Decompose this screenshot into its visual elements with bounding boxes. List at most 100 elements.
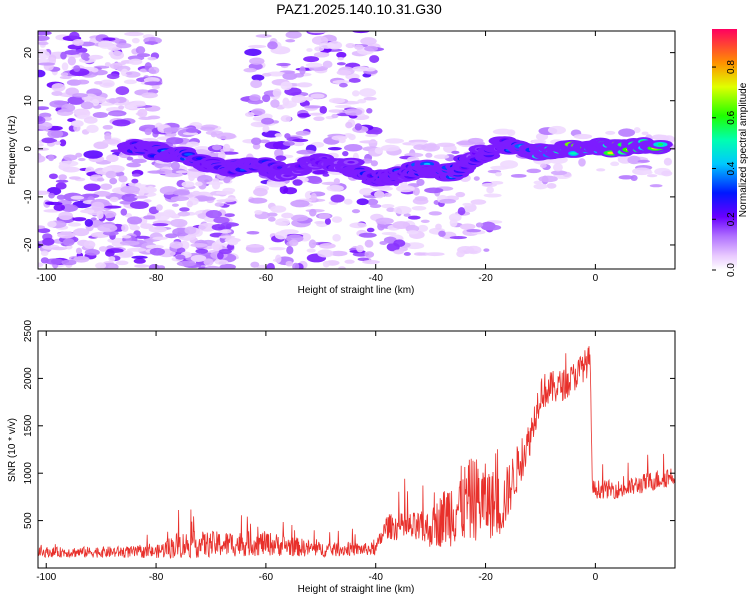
- spectrogram-blob: [149, 247, 165, 256]
- spectrogram-blob: [205, 181, 224, 185]
- spectrogram-blob: [282, 97, 290, 106]
- spectrogram-blob: [51, 83, 66, 92]
- spectrogram-blob: [272, 88, 282, 98]
- spectrogram-blob: [381, 204, 395, 209]
- spectrogram-blob: [377, 222, 385, 231]
- spectrogram-blob: [140, 223, 154, 230]
- spectrogram-blob: [38, 228, 51, 234]
- snr-y-tick-label: 2500: [23, 319, 34, 342]
- spectrogram-blob: [343, 198, 353, 205]
- spectrogram-blob: [243, 67, 257, 73]
- spectrogram-blob: [42, 237, 55, 246]
- spectrogram-blob: [276, 62, 291, 67]
- spectrogram-blob: [175, 254, 186, 260]
- snr-y-tick-label: 1500: [23, 414, 34, 437]
- spectrogram-blob: [212, 144, 222, 151]
- spectrogram-blob: [285, 260, 293, 267]
- spectrogram-blob: [61, 103, 76, 113]
- spectrogram-blob: [618, 128, 636, 137]
- spectrogram-blob: [331, 113, 339, 119]
- spectrogram-blob: [106, 73, 120, 80]
- spectrogram-y-ticks: -20 -10 0 10 20: [23, 47, 675, 252]
- spectrogram-blob: [407, 215, 421, 220]
- snr-x-tick-label: -40: [368, 572, 383, 583]
- spectrogram-blob: [38, 31, 52, 36]
- spectrogram-x-tick-label: -20: [478, 273, 493, 284]
- spectrogram-blob: [266, 71, 287, 77]
- spectrogram-x-tick-label: -80: [149, 273, 164, 284]
- spectrogram-blob: [330, 194, 345, 203]
- colorbar-tick-label: 0.0: [726, 263, 737, 277]
- spectrogram-blob: [262, 125, 270, 133]
- spectrogram-blob: [393, 249, 404, 255]
- spectrogram-blob: [210, 131, 217, 138]
- spectrogram-blob: [116, 43, 132, 49]
- spectrogram-blob: [216, 199, 236, 203]
- spectrogram-blob: [281, 212, 294, 219]
- spectrogram-blob: [102, 124, 114, 130]
- spectrogram-blob: [215, 190, 234, 195]
- spectrogram-ridge-core: [277, 166, 283, 169]
- spectrogram-blob: [205, 210, 222, 219]
- spectrogram-blob: [100, 183, 113, 191]
- spectrogram-blob: [59, 139, 67, 147]
- spectrogram-blob: [119, 240, 140, 246]
- spectrogram-blob: [47, 220, 57, 228]
- spectrogram-blob: [254, 209, 263, 215]
- spectrogram-blob: [44, 258, 64, 265]
- spectrogram-blob: [369, 55, 380, 63]
- spectrogram-blob: [540, 163, 547, 169]
- snr-x-tick-label: -100: [36, 572, 56, 583]
- spectrogram-blob: [258, 139, 270, 144]
- spectrogram-blob: [490, 165, 510, 170]
- spectrogram-blob: [147, 170, 166, 174]
- spectrogram-blob: [169, 241, 184, 249]
- spectrogram-blob: [110, 50, 125, 60]
- spectrogram-blob: [185, 128, 199, 133]
- spectrogram-blob: [131, 255, 148, 259]
- spectrogram-blob: [88, 54, 104, 60]
- spectrogram-blob: [109, 196, 119, 203]
- spectrogram-blob: [218, 235, 236, 239]
- spectrogram-blob: [61, 259, 77, 266]
- spectrogram-blob: [78, 157, 86, 162]
- spectrogram-blob: [167, 213, 179, 217]
- spectrogram-blob: [268, 246, 286, 251]
- spectrogram-blob: [92, 112, 109, 118]
- spectrogram-blob: [126, 247, 147, 252]
- spectrogram-blob: [424, 187, 444, 194]
- spectrogram-blob: [256, 264, 268, 269]
- spectrogram-blob: [403, 252, 411, 256]
- spectrogram-blob: [360, 37, 377, 46]
- spectrogram-blob: [61, 62, 69, 71]
- spectrogram-blob: [411, 205, 427, 211]
- spectrogram-blob: [121, 224, 129, 232]
- spectrogram-blob: [357, 99, 367, 104]
- spectrogram-blob: [358, 232, 377, 238]
- spectrogram-blob: [124, 213, 132, 218]
- spectrogram-blob: [311, 35, 329, 45]
- spectrogram-blob: [121, 193, 138, 202]
- spectrogram-blob: [270, 205, 287, 213]
- spectrogram-blob: [274, 231, 288, 240]
- spectrogram-blob: [73, 255, 90, 263]
- spectrogram-blob: [68, 176, 81, 180]
- spectrogram-blob: [663, 157, 673, 166]
- spectrogram-blob: [275, 218, 290, 226]
- spectrogram-blob: [637, 159, 650, 163]
- spectrogram-blob: [103, 205, 122, 209]
- spectrogram-blob: [53, 203, 65, 212]
- spectrogram-blob: [393, 205, 412, 215]
- spectrogram-blob: [217, 251, 224, 260]
- spectrogram-blob: [83, 209, 95, 214]
- spectrogram-blob: [375, 217, 394, 225]
- spectrogram-blob: [97, 223, 118, 233]
- spectrogram-blob: [95, 262, 107, 269]
- colorbar: 0.0 0.2 0.4 0.6 0.8 Normalized spectral ampl…: [712, 29, 749, 277]
- spectrogram-blob: [190, 243, 208, 248]
- spectrogram-ridge-core: [347, 160, 355, 164]
- spectrogram-blob: [284, 133, 291, 139]
- spectrogram-ridge-core: [184, 153, 193, 156]
- spectrogram-blob: [145, 244, 164, 249]
- spectrogram-blob: [267, 216, 276, 222]
